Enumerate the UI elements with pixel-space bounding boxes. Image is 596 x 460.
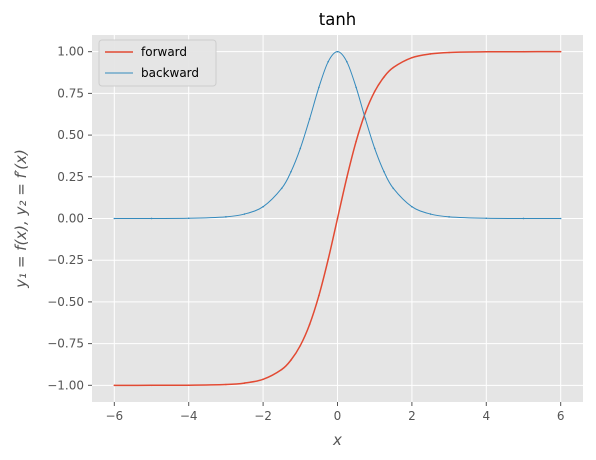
data-point-backward-0 [113,217,116,220]
data-point-backward-22 [485,217,488,220]
data-point-backward-24 [559,217,562,220]
data-point-forward-6 [280,368,283,371]
x-axis: −6 −4 −2 0 2 4 6 [105,402,565,423]
data-point-forward-13 [346,176,348,179]
data-point-backward-6 [280,187,283,190]
x-tick-label: −4 [180,409,198,423]
data-point-forward-2 [187,384,190,387]
y-tick-label: 0.00 [57,212,84,226]
data-point-forward-22 [485,51,488,53]
y-tick-label: 1.00 [57,45,84,59]
data-point-backward-20 [429,213,432,215]
data-point-forward-5 [262,378,264,381]
chart-title: tanh [319,10,357,29]
data-point-backward-13 [346,60,348,63]
data-point-forward-0 [113,384,116,387]
data-point-backward-2 [187,217,190,220]
legend: forward backward [98,39,217,87]
data-point-forward-15 [364,111,367,114]
y-tick-label: 0.75 [57,86,84,100]
x-tick-label: 6 [557,409,565,423]
data-point-backward-11 [327,60,330,63]
data-point-backward-9 [308,118,311,120]
y-tick-label: −0.25 [47,253,84,267]
data-point-backward-18 [392,187,395,190]
y-axis: −1.00 −0.75 −0.50 −0.25 0.00 0.25 0.50 0.75 1.00 [47,45,92,392]
x-tick-label: 0 [334,409,342,423]
data-point-forward-1 [150,384,153,387]
data-point-forward-7 [290,359,292,361]
data-point-forward-16 [373,90,376,93]
data-point-backward-16 [373,147,376,150]
data-point-forward-18 [392,66,395,69]
x-axis-label: x [332,431,342,449]
data-point-forward-8 [299,344,302,347]
data-point-forward-9 [308,323,311,326]
x-tick-label: 4 [482,409,490,423]
data-point-backward-5 [262,205,264,208]
data-point-backward-4 [243,213,246,215]
y-tick-label: −0.50 [47,295,84,309]
data-point-forward-17 [383,76,385,78]
data-point-backward-14 [355,86,357,89]
data-point-forward-14 [355,140,357,143]
data-point-forward-10 [318,294,320,297]
y-tick-label: −0.75 [47,337,84,351]
data-point-backward-7 [290,170,292,173]
legend-label-forward: forward [141,45,187,59]
data-point-forward-4 [243,382,246,384]
data-point-forward-3 [225,383,227,386]
data-point-forward-23 [522,50,525,53]
y-tick-label: 0.25 [57,170,84,184]
data-point-forward-20 [429,53,432,55]
data-point-backward-15 [364,118,367,120]
data-point-backward-1 [150,217,153,220]
data-point-backward-8 [299,147,302,150]
data-point-forward-19 [411,56,413,59]
data-point-forward-11 [327,258,330,261]
data-point-backward-21 [448,216,450,218]
data-point-backward-3 [225,216,227,218]
x-tick-label: −6 [105,409,123,423]
x-tick-label: −2 [254,409,272,423]
data-point-backward-17 [383,170,385,173]
legend-label-backward: backward [141,66,199,80]
series-layer [113,50,562,387]
data-point-forward-21 [448,51,450,54]
y-tick-label: 0.50 [57,128,84,142]
y-axis-label: y₁ = f(x), y₂ = f′(x) [12,149,30,289]
data-point-forward-12 [336,217,339,220]
data-point-backward-12 [336,50,339,53]
data-point-backward-10 [318,86,320,89]
data-point-forward-24 [559,50,562,53]
data-point-backward-19 [411,205,413,208]
data-point-backward-23 [522,217,525,220]
y-tick-label: −1.00 [47,378,84,392]
x-tick-label: 2 [408,409,416,423]
